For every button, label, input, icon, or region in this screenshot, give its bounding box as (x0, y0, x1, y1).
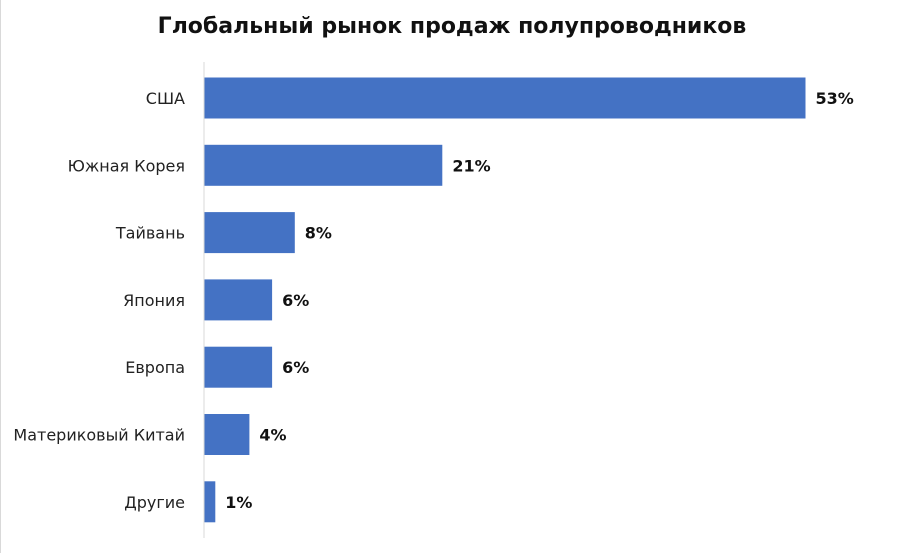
bar (204, 279, 273, 321)
value-label: 53% (816, 89, 854, 108)
bar (204, 481, 216, 523)
category-label: Другие (124, 493, 185, 512)
bar (204, 346, 273, 388)
value-label: 6% (282, 291, 309, 310)
bar-row: Другие 1% (124, 481, 252, 523)
bars-layer: США 53%Южная Корея 21%Тайвань 8%Япония 6%Евр… (13, 77, 854, 523)
category-label: Япония (123, 291, 185, 310)
bar (204, 144, 443, 186)
chart-title: Глобальный рынок продаж полупроводников (157, 14, 747, 39)
category-label: Тайвань (115, 224, 185, 243)
bar (204, 212, 295, 254)
bar-row: Южная Корея 21% (68, 144, 491, 186)
value-label: 21% (452, 156, 490, 175)
frame-left-border (0, 0, 1, 553)
category-label: США (146, 89, 185, 108)
value-label: 4% (259, 426, 286, 445)
value-label: 8% (305, 224, 332, 243)
bar (204, 414, 250, 455)
value-label: 1% (225, 493, 252, 512)
bar-row: Тайвань 8% (115, 212, 332, 254)
bar-row: Материковый Китай 4% (13, 414, 287, 455)
value-label: 6% (282, 358, 309, 377)
bar (204, 77, 806, 119)
bar-row: Япония 6% (123, 279, 309, 321)
category-label: Материковый Китай (13, 426, 185, 445)
category-label: Южная Корея (68, 156, 185, 175)
category-label: Европа (125, 358, 185, 377)
bar-row: Европа 6% (125, 346, 309, 388)
bar-row: США 53% (146, 77, 854, 119)
